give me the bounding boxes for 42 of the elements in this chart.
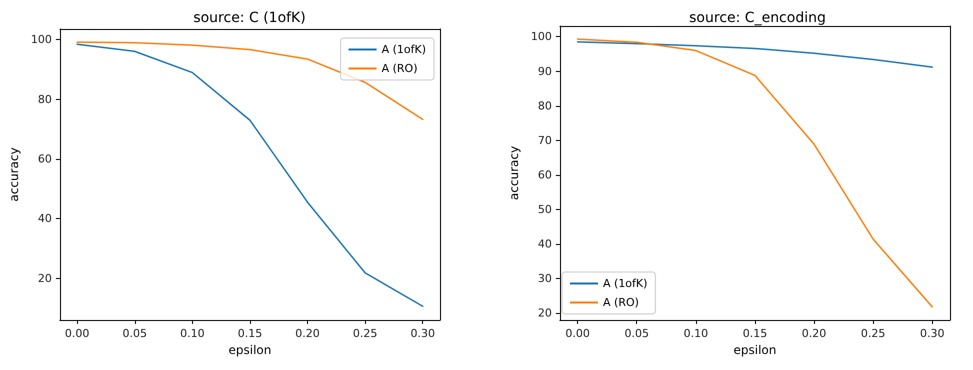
x-tick-label: 0.30 (920, 327, 945, 340)
x-tick-label: 0.25 (352, 327, 378, 340)
legend-label: A (RO) (382, 62, 418, 75)
y-tick-label: 30 (538, 272, 552, 286)
x-tick-label: 0.15 (742, 327, 768, 340)
line-series (576, 41, 934, 68)
x-tick-label: 0.10 (180, 327, 205, 340)
x-tick-label: 0.15 (238, 327, 262, 340)
line-series (576, 38, 934, 308)
x-axis-title: epsilon (228, 342, 272, 357)
x-tick-label: 0.20 (295, 327, 320, 340)
x-tick-label: 0.30 (410, 327, 435, 340)
y-tick-label: 20 (38, 272, 52, 285)
y-tick-label: 40 (538, 237, 552, 250)
x-tick-label: 0.10 (684, 327, 708, 340)
y-tick-label: 40 (38, 212, 52, 226)
x-tick-label: 0.05 (624, 327, 649, 340)
y-tick-label: 60 (538, 168, 552, 182)
y-tick-label: 70 (538, 134, 552, 147)
x-tick-label: 0.00 (64, 327, 90, 340)
y-tick-label: 100 (30, 33, 52, 46)
legend-label: A (1ofK) (603, 277, 648, 290)
x-axis-title: epsilon (734, 342, 776, 357)
chart-title: source: C (1ofK) (193, 10, 306, 26)
line-series (76, 43, 424, 308)
y-axis-title: accuracy (507, 146, 521, 200)
y-tick-label: 50 (538, 202, 552, 216)
y-tick-label: 60 (38, 152, 52, 166)
x-tick-label: 0.20 (802, 327, 826, 340)
y-tick-label: 20 (538, 306, 552, 320)
y-tick-label: 100 (530, 30, 552, 44)
line-series (76, 41, 424, 120)
x-tick-label: 0.25 (860, 327, 886, 340)
legend-label: A (RO) (603, 296, 639, 309)
chart-title: source: C_encoding (689, 10, 826, 26)
legend-label: A (1ofK) (382, 43, 426, 56)
y-axis-title: accuracy (7, 147, 21, 202)
x-tick-label: 0.00 (565, 327, 590, 340)
x-tick-label: 0.05 (122, 327, 148, 340)
y-tick-label: 80 (538, 99, 552, 112)
y-tick-label: 90 (538, 64, 552, 78)
y-tick-label: 80 (38, 92, 52, 106)
